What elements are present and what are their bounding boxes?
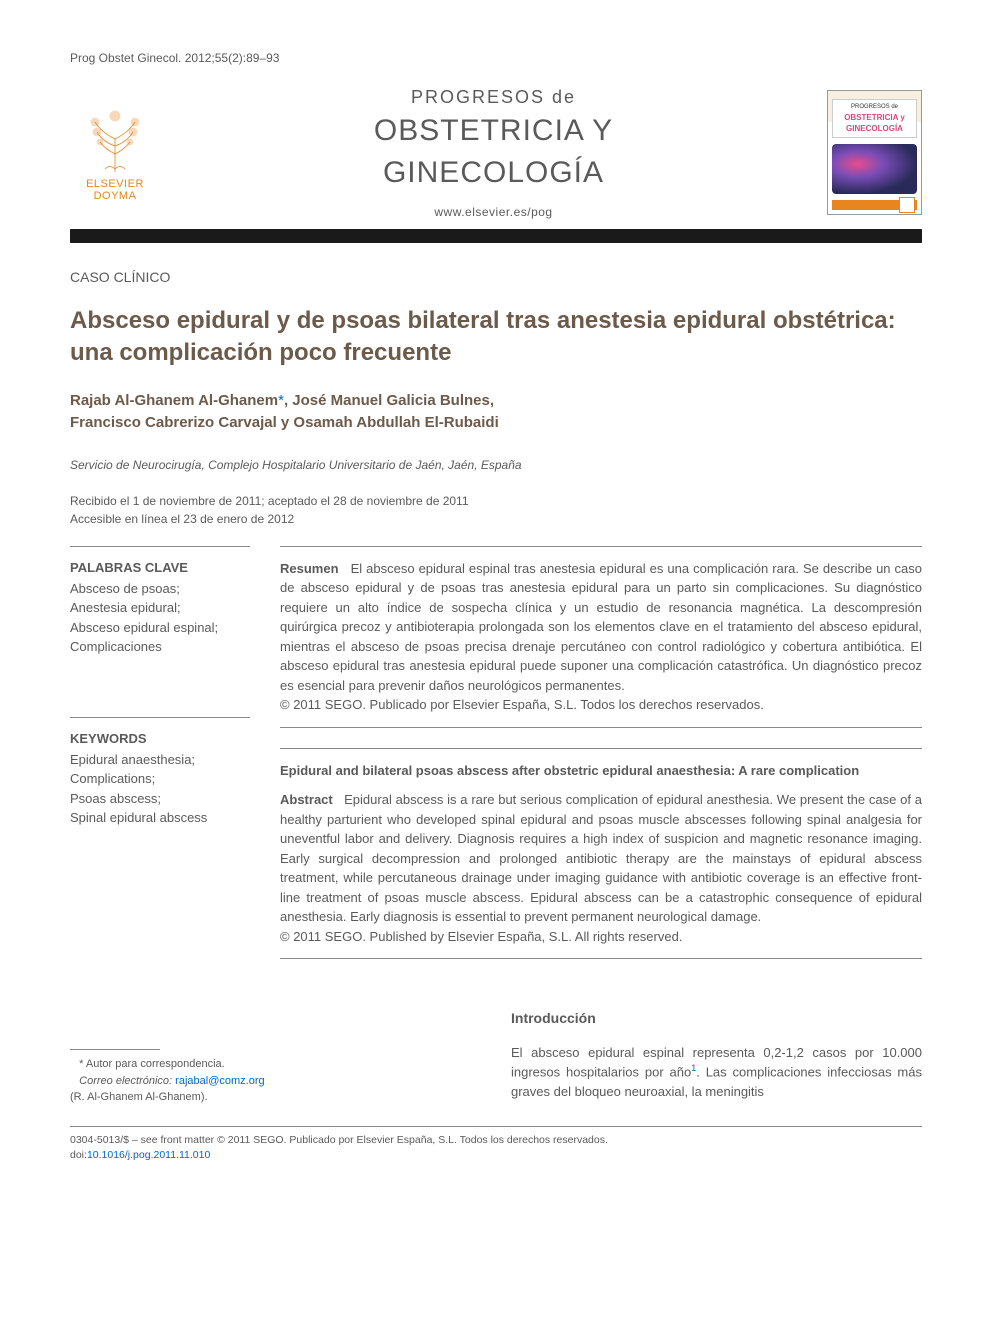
footnote-label: Autor para correspondencia. xyxy=(86,1058,225,1070)
abstract-en-title: Epidural and bilateral psoas abscess aft… xyxy=(280,761,922,781)
masthead: ELSEVIER DOYMA PROGRESOS de OBSTETRICIA … xyxy=(70,85,922,221)
authors-line2: Francisco Cabrerizo Carvajal y Osamah Ab… xyxy=(70,414,499,431)
keywords-block: KEYWORDS Epidural anaesthesia; Complicat… xyxy=(70,717,250,828)
cover-line1: PROGRESOS de xyxy=(836,103,913,111)
publisher-name-sub: DOYMA xyxy=(94,190,137,202)
cover-line2: OBSTETRICIA y xyxy=(836,112,913,123)
footnote-email[interactable]: rajabal@comz.org xyxy=(175,1075,264,1087)
palabras-clave-head: PALABRAS CLAVE xyxy=(70,559,250,577)
article-page: Prog Obstet Ginecol. 2012;55(2):89–93 xyxy=(0,0,992,1194)
keywords-head: KEYWORDS xyxy=(70,730,250,748)
resumen-copyright: © 2011 SEGO. Publicado por Elsevier Espa… xyxy=(280,697,764,712)
keywords-list: Epidural anaesthesia; Complications; Pso… xyxy=(70,750,250,828)
footnote-email-label: Correo electrónico: xyxy=(79,1075,172,1087)
authors-rest-line1: , José Manuel Galicia Bulnes, xyxy=(284,392,494,409)
journal-url[interactable]: www.elsevier.es/pog xyxy=(180,204,807,221)
front-matter: 0304-5013/$ – see front matter © 2011 SE… xyxy=(70,1133,922,1165)
author-list: Rajab Al-Ghanem Al-Ghanem*, José Manuel … xyxy=(70,390,922,435)
bottom-rule: 0304-5013/$ – see front matter © 2011 SE… xyxy=(70,1126,922,1165)
doi-label: doi: xyxy=(70,1149,87,1161)
publisher-name-main: ELSEVIER xyxy=(86,178,144,190)
cover-line3: GINECOLOGÍA xyxy=(836,123,913,134)
publisher-logo: ELSEVIER DOYMA xyxy=(70,104,160,202)
footnote-name: (R. Al-Ghanem Al-Ghanem). xyxy=(70,1091,208,1103)
journal-title-block: PROGRESOS de OBSTETRICIA Y GINECOLOGÍA w… xyxy=(180,85,807,221)
right-column: Introducción El absceso epidural espinal… xyxy=(511,1009,922,1106)
abstract-column: Resumen El absceso epidural espinal tras… xyxy=(280,546,922,980)
resumen-head: Resumen xyxy=(280,561,339,576)
date-online: Accesible en línea el 23 de enero de 201… xyxy=(70,512,294,526)
correspondence-footnote: * Autor para correspondencia. Correo ele… xyxy=(70,1056,481,1106)
abstract-en-block: Epidural and bilateral psoas abscess aft… xyxy=(280,748,922,960)
cover-footer-bar xyxy=(832,200,917,210)
abstract-en-head: Abstract xyxy=(280,792,333,807)
article-title: Absceso epidural y de psoas bilateral tr… xyxy=(70,305,922,367)
divider-bar xyxy=(70,229,922,243)
date-received: Recibido el 1 de noviembre de 2011; acep… xyxy=(70,494,469,508)
publisher-name: ELSEVIER DOYMA xyxy=(86,178,144,202)
left-column: * Autor para correspondencia. Correo ele… xyxy=(70,1009,481,1106)
affiliation: Servicio de Neurocirugía, Complejo Hospi… xyxy=(70,457,922,474)
citation-header: Prog Obstet Ginecol. 2012;55(2):89–93 xyxy=(70,50,922,67)
journal-name-line2: OBSTETRICIA Y xyxy=(180,110,807,152)
doi-link[interactable]: 10.1016/j.pog.2011.11.010 xyxy=(87,1149,210,1161)
palabras-clave-block: PALABRAS CLAVE Absceso de psoas; Anestes… xyxy=(70,546,250,657)
intro-heading: Introducción xyxy=(511,1009,922,1029)
history-dates: Recibido el 1 de noviembre de 2011; acep… xyxy=(70,492,922,528)
footnote-marker: * xyxy=(79,1058,83,1070)
cover-title-box: PROGRESOS de OBSTETRICIA y GINECOLOGÍA xyxy=(832,99,917,138)
abstract-en-copyright: © 2011 SEGO. Published by Elsevier Españ… xyxy=(280,929,682,944)
resumen-body: El absceso epidural espinal tras anestes… xyxy=(280,561,922,693)
document-type: CASO CLÍNICO xyxy=(70,268,922,288)
abstract-section: PALABRAS CLAVE Absceso de psoas; Anestes… xyxy=(70,546,922,980)
abstract-en-body: Epidural abscess is a rare but serious c… xyxy=(280,792,922,924)
keywords-column: PALABRAS CLAVE Absceso de psoas; Anestes… xyxy=(70,546,250,980)
body-columns: * Autor para correspondencia. Correo ele… xyxy=(70,1009,922,1106)
cover-art-icon xyxy=(832,144,917,194)
footnote-rule xyxy=(70,1049,160,1050)
journal-name-line1: PROGRESOS de xyxy=(180,85,807,110)
resumen-block: Resumen El absceso epidural espinal tras… xyxy=(280,546,922,728)
journal-name-line3: GINECOLOGÍA xyxy=(180,152,807,194)
author-1: Rajab Al-Ghanem Al-Ghanem xyxy=(70,392,278,409)
journal-cover-thumbnail: PROGRESOS de OBSTETRICIA y GINECOLOGÍA xyxy=(827,90,922,215)
intro-body: El absceso epidural espinal representa 0… xyxy=(511,1043,922,1102)
front-matter-line: 0304-5013/$ – see front matter © 2011 SE… xyxy=(70,1134,608,1146)
palabras-clave-list: Absceso de psoas; Anestesia epidural; Ab… xyxy=(70,579,250,657)
elsevier-tree-icon xyxy=(85,104,145,174)
